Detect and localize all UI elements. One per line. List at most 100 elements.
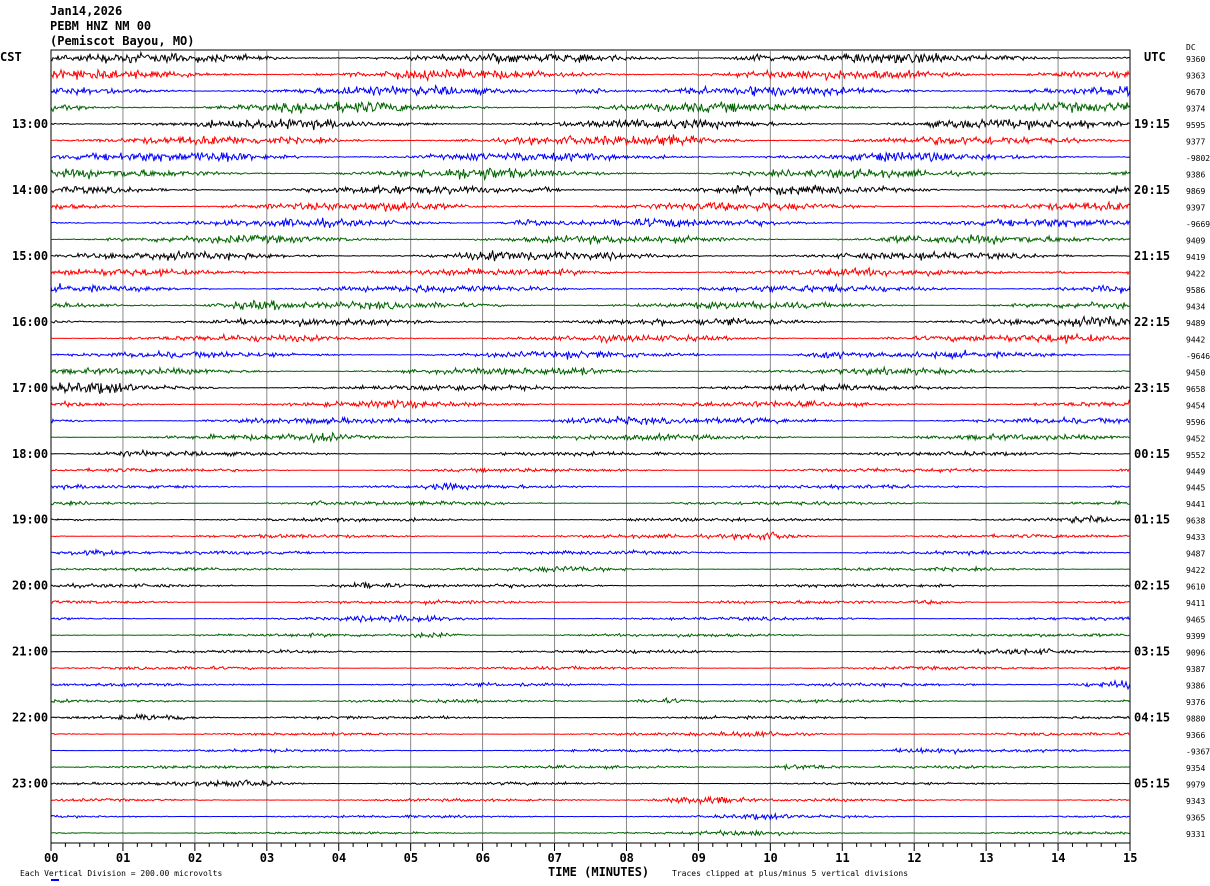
x-tick-label: 08 <box>619 851 633 865</box>
dc-offset-value: 9409 <box>1186 236 1205 245</box>
seismic-trace <box>50 746 1131 756</box>
seismic-trace <box>50 200 1131 213</box>
seismic-trace <box>50 100 1131 115</box>
dc-header: DC <box>1186 43 1196 52</box>
seismic-trace <box>50 712 1131 721</box>
dc-offset-value: 9979 <box>1186 781 1205 790</box>
dc-offset-value: 9610 <box>1186 583 1205 592</box>
dc-offset-value: -9367 <box>1186 748 1210 757</box>
dc-offset-value: 9452 <box>1186 434 1205 443</box>
dc-offset-value: 9419 <box>1186 253 1205 262</box>
dc-offset-value: 9450 <box>1186 368 1205 377</box>
dc-offset-value: 9397 <box>1186 203 1205 212</box>
seismic-trace <box>50 613 1131 624</box>
dc-offset-value: 9586 <box>1186 286 1205 295</box>
clip-note: Traces clipped at plus/minus 5 vertical … <box>672 869 908 878</box>
dc-offset-value: 9465 <box>1186 616 1205 625</box>
cst-hour-label: 19:00 <box>12 513 48 527</box>
cst-hour-label: 21:00 <box>12 645 48 659</box>
vertical-scale-note: Each Vertical Division = 200.00 microvol… <box>20 869 222 878</box>
seismic-trace <box>50 266 1131 278</box>
seismic-trace <box>50 466 1131 474</box>
x-tick-label: 07 <box>548 851 562 865</box>
dc-offset-value: 9454 <box>1186 401 1205 410</box>
dc-offset-value: 9487 <box>1186 550 1205 559</box>
utc-hour-label: 04:15 <box>1134 711 1170 725</box>
x-tick-label: 01 <box>116 851 130 865</box>
dc-offset-value: 9552 <box>1186 451 1205 460</box>
seismic-trace <box>50 481 1131 492</box>
dc-offset-value: 9445 <box>1186 484 1205 493</box>
seismic-trace <box>50 117 1131 131</box>
cst-hour-label: 14:00 <box>12 183 48 197</box>
scale-marker <box>51 879 59 881</box>
seismic-trace <box>50 598 1131 607</box>
cst-hour-label: 22:00 <box>12 711 48 725</box>
seismic-trace <box>50 314 1131 328</box>
dc-offset-value: -9669 <box>1186 220 1210 229</box>
seismic-trace <box>50 829 1131 837</box>
seismic-trace <box>50 217 1131 229</box>
dc-offset-value: 9399 <box>1186 632 1205 641</box>
cst-hour-label: 23:00 <box>12 777 48 791</box>
seismic-trace <box>50 665 1131 672</box>
x-tick-label: 13 <box>979 851 993 865</box>
seismic-trace <box>50 134 1131 147</box>
utc-hour-label: 23:15 <box>1134 381 1170 395</box>
dc-offset-value: 9880 <box>1186 715 1205 724</box>
dc-offset-value: 9377 <box>1186 137 1205 146</box>
seismic-trace <box>50 499 1131 507</box>
dc-offset-value: 9411 <box>1186 599 1205 608</box>
utc-hour-label: 21:15 <box>1134 249 1170 263</box>
seismic-trace <box>50 282 1131 294</box>
seismic-trace <box>50 631 1130 639</box>
x-tick-label: 05 <box>404 851 418 865</box>
seismic-trace <box>50 778 1130 788</box>
dc-offset-value: 9376 <box>1186 698 1205 707</box>
seismic-trace <box>50 565 1130 574</box>
utc-hour-label: 03:15 <box>1134 645 1170 659</box>
dc-offset-value: 9449 <box>1186 467 1205 476</box>
dc-offset-value: -9646 <box>1186 352 1210 361</box>
utc-hour-label: 01:15 <box>1134 513 1170 527</box>
dc-offset-value: 9442 <box>1186 335 1205 344</box>
seismic-trace <box>50 381 1131 395</box>
dc-offset-value: 9658 <box>1186 385 1205 394</box>
plot-date: Jan14,2026 <box>50 4 123 18</box>
station-code: PEBM HNZ NM 00 <box>50 19 152 33</box>
utc-hour-label: 02:15 <box>1134 579 1170 593</box>
dc-offset-value: -9802 <box>1186 154 1210 163</box>
utc-hour-label: 19:15 <box>1134 117 1170 131</box>
seismic-trace <box>50 68 1131 83</box>
dc-offset-value: 9386 <box>1186 682 1205 691</box>
x-tick-label: 12 <box>907 851 921 865</box>
utc-hour-label: 22:15 <box>1134 315 1170 329</box>
seismic-trace <box>50 448 1131 458</box>
seismic-trace <box>51 249 1131 262</box>
seismic-trace <box>50 812 1131 821</box>
x-tick-label: 10 <box>763 851 777 865</box>
utc-hour-label: 20:15 <box>1134 183 1170 197</box>
dc-offset-value: 9354 <box>1186 764 1205 773</box>
x-tick-label: 14 <box>1051 851 1065 865</box>
x-tick-label: 06 <box>476 851 490 865</box>
seismic-trace <box>50 697 1131 704</box>
x-tick-label: 09 <box>691 851 705 865</box>
x-tick-label: 03 <box>260 851 274 865</box>
dc-offset-value: 9433 <box>1186 533 1205 542</box>
plot-frame <box>50 49 1131 844</box>
seismic-trace <box>50 763 1130 772</box>
station-location: (Pemiscot Bayou, MO) <box>50 34 195 48</box>
seismic-trace <box>50 531 1131 541</box>
dc-offset-value: 9441 <box>1186 500 1205 509</box>
dc-offset-value: 9374 <box>1186 104 1205 113</box>
dc-offset-value: 9422 <box>1186 566 1205 575</box>
left-timezone-label: CST <box>0 50 22 64</box>
dc-offset-value: 9331 <box>1186 830 1205 839</box>
x-tick-label: 04 <box>332 851 346 865</box>
seismic-trace <box>50 332 1131 345</box>
x-tick-label: 00 <box>44 851 58 865</box>
seismic-trace <box>50 399 1131 410</box>
dc-offset-value: 9596 <box>1186 418 1205 427</box>
cst-hour-label: 16:00 <box>12 315 48 329</box>
